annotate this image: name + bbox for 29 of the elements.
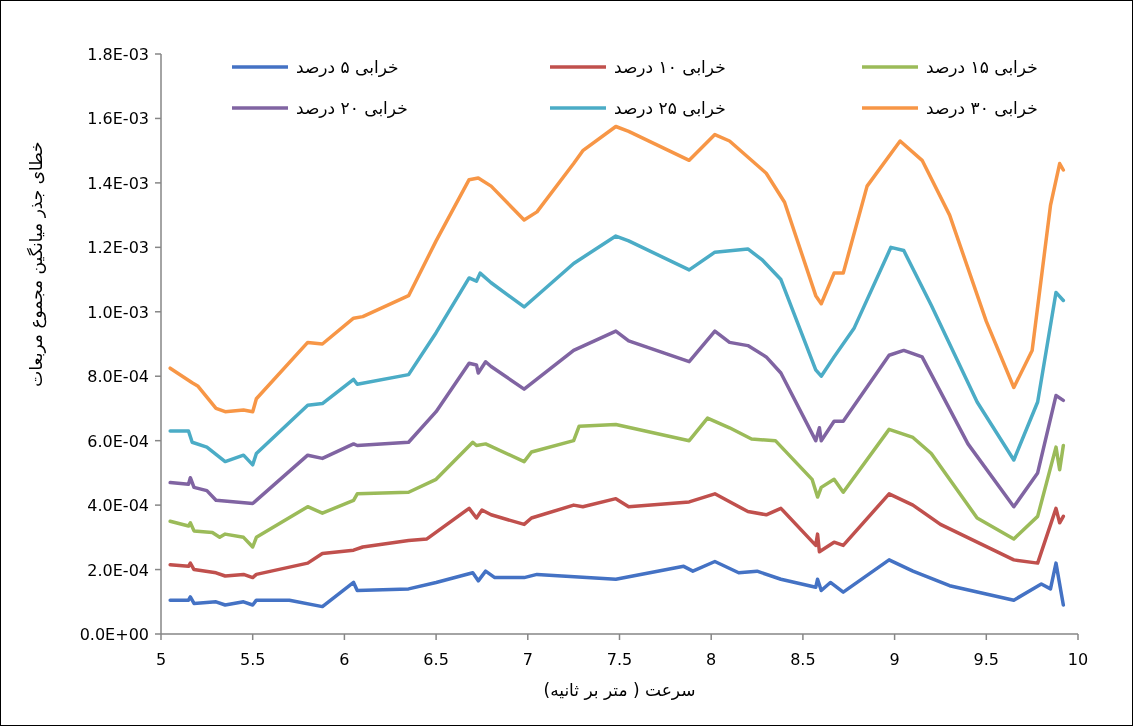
ytick: 1.2E-03 — [87, 238, 149, 258]
xtick: 8 — [706, 650, 717, 669]
legend-label: خرابی ۱۵ درصد — [926, 57, 1038, 77]
xtick: 7.5 — [606, 650, 633, 669]
ytick: 6.0E-04 — [87, 431, 149, 451]
xtick: 9 — [889, 650, 900, 669]
legend-label: خرابی ۲۰ درصد — [296, 98, 408, 118]
ytick: 0.0E+00 — [79, 625, 149, 644]
ylabel: خطای جذر میانگین مجموع مربعات — [26, 141, 46, 387]
ytick: 1.4E-03 — [87, 173, 149, 193]
xtick: 6.5 — [423, 650, 449, 669]
ytick: 1.8E-03 — [87, 45, 149, 64]
legend-label: خرابی ۳۰ درصد — [926, 98, 1038, 118]
ytick: 1.6E-03 — [87, 109, 149, 129]
xlabel: سرعت ( متر بر ثانیه) — [543, 680, 696, 700]
xtick: 5.5 — [239, 650, 266, 669]
xtick: 6 — [339, 650, 350, 669]
xtick: 8.5 — [790, 650, 816, 669]
xtick: 9.5 — [973, 650, 1000, 669]
ytick: 8.0E-04 — [87, 367, 149, 387]
legend-label: خرابی ۲۵ درصد — [614, 98, 726, 118]
legend-label: خرابی ۵ درصد — [296, 57, 399, 77]
legend-label: خرابی ۱۰ درصد — [614, 57, 726, 77]
xtick: 5 — [155, 650, 167, 669]
ytick: 1.0E-03 — [87, 302, 149, 322]
ytick: 4.0E-04 — [87, 496, 149, 516]
xtick: 10 — [1067, 650, 1089, 669]
ytick: 2.0E-04 — [87, 560, 149, 580]
xtick: 7 — [522, 650, 533, 669]
